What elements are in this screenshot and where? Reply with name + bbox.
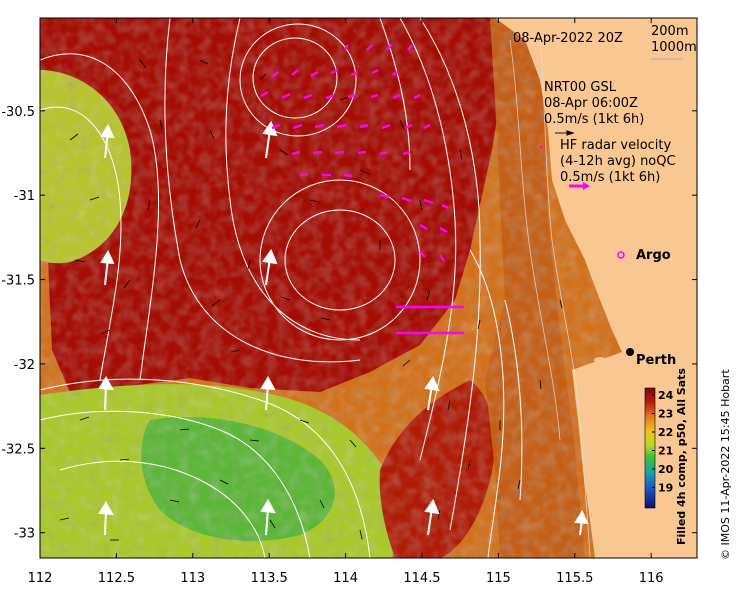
x-tick-label: 113 [180,571,205,586]
x-tick-label: 115 [486,571,511,586]
y-tick-label: -32.5 [1,442,35,457]
colorbar-tick-label: 19 [658,482,673,495]
x-tick-label: 114.5 [403,571,440,586]
gsl-scale-arrow [555,130,575,136]
colorbar-title: Filled 4h comp, p50, All Sats [675,368,688,545]
argo-label: Argo [636,248,671,263]
ssh-contours [40,18,523,558]
bathymetry-contours [509,29,591,558]
y-tick-label: -31 [14,189,35,204]
colorbar-gradient [644,387,656,509]
hf-line-2: (4-12h avg) noQC [560,154,676,169]
x-tick-label: 115.5 [556,571,593,586]
argo-float-icon [617,251,625,259]
large-current-arrows [98,120,589,536]
colorbar: 24 23 22 21 20 19 [644,387,674,509]
hf-line-3: 0.5m/s (1kt 6h) [560,170,660,185]
hf-radar-arrows [260,44,464,335]
date-label: 08-Apr-2022 20Z [513,31,623,46]
colorbar-tick-label: 20 [658,463,674,476]
colorbar-tick-label: 21 [658,445,673,458]
depth-label-1000: 1000m [651,40,697,55]
credit-label: © IMOS 11-Apr-2022 15:45 Hobart [719,369,732,560]
hf-line-1: HF radar velocity [560,138,672,153]
hf-scale-arrow [569,182,590,190]
x-tick-label: 114 [333,571,358,586]
y-tick-label: -32 [14,358,35,373]
hf-legend-dot [539,145,543,149]
island [594,357,606,363]
x-tick-label: 116 [639,571,664,586]
gsl-line-1: NRT00 GSL [544,80,617,95]
colorbar-ticks: 24 23 22 21 20 19 [652,389,674,495]
x-axis: 112 112.5 113 113.5 114 114.5 115 115.5 116 [28,18,664,586]
y-tick-label: -30.5 [1,105,35,120]
gsl-line-3: 0.5m/s (1kt 6h) [544,112,644,127]
plot-frame [39,17,698,559]
gsl-velocity-arrows [59,59,563,541]
city-label: Perth [636,353,676,368]
depth-label-200: 200m [651,24,688,39]
colorbar-tick-label: 24 [658,389,674,402]
y-axis: -30.5 -31 -31.5 -32 -32.5 -33 [1,105,697,542]
x-tick-label: 113.5 [251,571,288,586]
plot-area [40,18,697,558]
gsl-line-2: 08-Apr 06:00Z [544,96,638,111]
colorbar-tick-label: 23 [658,408,673,421]
colorbar-tick-label: 22 [658,426,673,439]
y-tick-label: -31.5 [1,274,35,289]
x-tick-label: 112 [28,571,53,586]
city-marker-icon [626,348,634,356]
x-tick-label: 112.5 [98,571,135,586]
y-tick-label: -33 [14,527,35,542]
